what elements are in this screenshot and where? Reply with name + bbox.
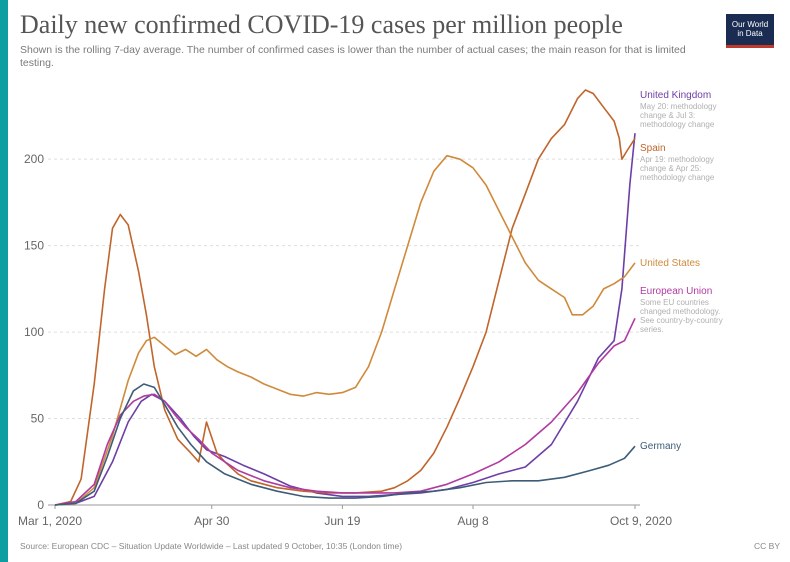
chart-title: Daily new confirmed COVID-19 cases per m… <box>20 10 623 39</box>
series-line-united-states[interactable] <box>54 154 636 506</box>
series-note-spain: Apr 19: methodology change & Apr 25: metho… <box>640 155 715 182</box>
x-axis-ticks: Mar 1, 2020 Apr 30 Jun 19 Aug 8 Oct 9, 2020 <box>18 505 672 528</box>
x-tick-label: Oct 9, 2020 <box>610 514 672 528</box>
license-link[interactable]: CC BY <box>754 541 780 551</box>
series-label-germany[interactable]: Germany <box>640 441 681 452</box>
series-note-united-kingdom: May 20: methodology change & Jul 3: method… <box>640 102 717 129</box>
series-label-united-states[interactable]: United States <box>640 258 700 269</box>
series-label-united-kingdom[interactable]: United Kingdom <box>640 90 711 101</box>
logo-line-2: in Data <box>737 29 763 38</box>
grid-lines <box>48 158 640 506</box>
y-tick-label: 150 <box>24 239 44 253</box>
series-label-spain[interactable]: Spain <box>640 143 666 154</box>
y-tick-label: 200 <box>24 152 44 166</box>
series-line-germany[interactable] <box>54 383 636 506</box>
y-tick-label: 0 <box>37 498 44 512</box>
series-line-european-union[interactable] <box>54 317 636 506</box>
x-tick-label: Mar 1, 2020 <box>18 514 82 528</box>
x-tick-label: Jun 19 <box>324 514 360 528</box>
owid-logo[interactable]: Our World in Data <box>726 14 774 48</box>
chart-subtitle: Shown is the rolling 7-day average. The … <box>20 44 686 69</box>
y-tick-label: 50 <box>31 412 45 426</box>
x-tick-label: Aug 8 <box>457 514 489 528</box>
y-axis-ticks: 0 50 100 150 200 <box>24 152 44 512</box>
logo-line-1: Our World <box>731 20 769 29</box>
chart-frame: Daily new confirmed COVID-19 cases per m… <box>8 0 790 562</box>
series-label-european-union[interactable]: European Union <box>640 286 712 297</box>
source-note: Source: European CDC – Situation Update … <box>20 541 403 551</box>
series-note-european-union: Some EU countries changed methodology. See… <box>640 298 723 334</box>
series-line-united-kingdom[interactable] <box>54 133 636 506</box>
series-line-spain[interactable] <box>54 89 636 506</box>
x-tick-label: Apr 30 <box>194 514 230 528</box>
series-lines <box>54 89 636 506</box>
y-tick-label: 100 <box>24 325 44 339</box>
